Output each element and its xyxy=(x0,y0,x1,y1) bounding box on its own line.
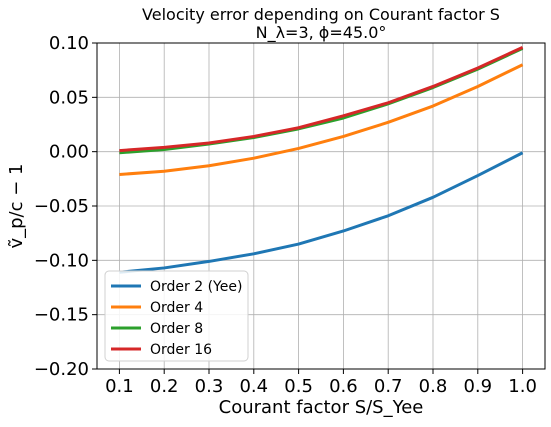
y-tick-label: −0.10 xyxy=(34,250,89,271)
legend: Order 2 (Yee) Order 4 Order 8 Order 16 xyxy=(104,270,249,362)
x-tick-label: 0.6 xyxy=(329,376,358,397)
legend-label: Order 4 xyxy=(150,300,203,316)
x-tick-label: 0.1 xyxy=(105,376,134,397)
series-line-3 xyxy=(119,47,524,155)
y-tick-label: −0.15 xyxy=(34,305,89,326)
y-tick-label: −0.20 xyxy=(34,359,89,380)
legend-label: Order 16 xyxy=(150,342,212,358)
x-tick-label: 0.9 xyxy=(463,376,492,397)
y-tick-label: −0.05 xyxy=(34,196,89,217)
axis-ticks: 0.1 0.2 0.3 0.4 0.5 0.6 0.7 0.8 0.9 1.0 −0.20 −0.15… xyxy=(34,33,537,397)
chart-title: Velocity error depending on Courant fact… xyxy=(142,5,500,24)
y-axis-label: ṽ_p/c − 1 xyxy=(6,163,27,248)
x-tick-label: 1.0 xyxy=(508,376,537,397)
x-axis-label: Courant factor S/S_Yee xyxy=(219,397,424,418)
x-tick-label: 0.8 xyxy=(419,376,448,397)
y-tick-label: 0.00 xyxy=(49,142,89,163)
x-tick-label: 0.5 xyxy=(284,376,313,397)
y-tick-label: 0.05 xyxy=(49,87,89,108)
series-lines xyxy=(119,45,524,274)
x-tick-label: 0.3 xyxy=(195,376,224,397)
x-tick-label: 0.7 xyxy=(374,376,403,397)
x-tick-label: 0.2 xyxy=(150,376,179,397)
chart-subtitle: N_λ=3, ϕ=45.0° xyxy=(256,23,387,43)
x-tick-label: 0.4 xyxy=(239,376,268,397)
legend-label: Order 2 (Yee) xyxy=(150,279,242,295)
legend-items: Order 2 (Yee) Order 4 Order 8 Order 16 xyxy=(111,279,242,358)
series-line-2 xyxy=(119,63,524,176)
series-line-1 xyxy=(119,151,524,274)
legend-label: Order 8 xyxy=(150,321,203,337)
series-line-4 xyxy=(119,45,524,153)
y-tick-label: 0.10 xyxy=(49,33,89,54)
legend-box xyxy=(104,270,249,362)
